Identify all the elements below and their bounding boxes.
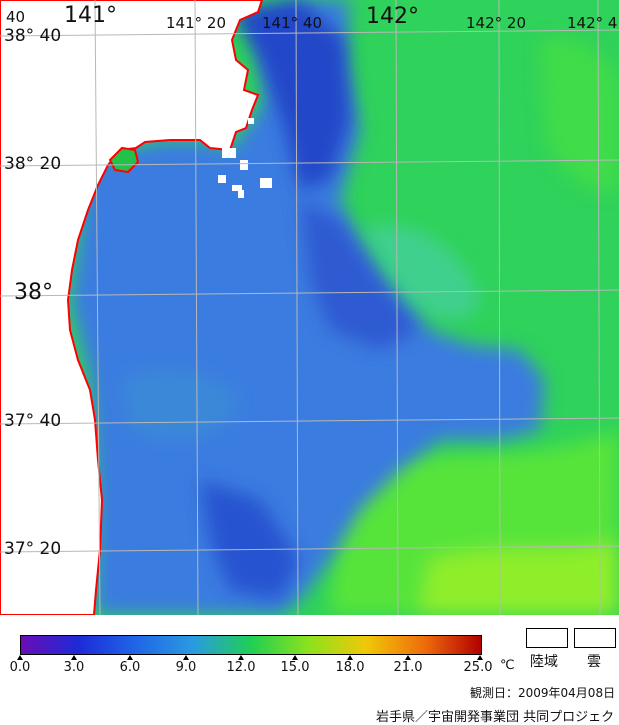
lon-label-fragment: 40 <box>6 8 26 26</box>
lon-label-141-40: 141° 40 <box>262 14 322 32</box>
green-northeast-patch <box>540 38 619 192</box>
scale-label-21: 21.0 <box>393 660 423 675</box>
lat-label-38: 38° <box>14 280 53 305</box>
lon-label-142: 142° <box>366 4 419 29</box>
cold-current-south <box>200 480 300 600</box>
scale-tick <box>477 655 483 660</box>
cloud-fragments <box>218 118 272 198</box>
graticule <box>0 0 619 615</box>
observation-date: 観測日：2009年04月08日 <box>470 686 616 700</box>
cloud-label: 雲 <box>587 654 601 670</box>
cold-current-center <box>300 200 420 350</box>
scale-label-3: 3.0 <box>63 660 85 675</box>
warmest-region <box>420 540 619 615</box>
land-swatch <box>526 628 568 648</box>
scale-label-12: 12.0 <box>226 660 256 675</box>
map-canvas <box>0 0 619 615</box>
scale-label-9: 9.0 <box>175 660 197 675</box>
scale-tick <box>17 655 23 660</box>
scale-tick <box>238 655 244 660</box>
cold-current-north <box>230 0 350 190</box>
lat-label-38-40: 38° 40 <box>4 26 62 46</box>
lon-label-141: 141° <box>64 3 117 28</box>
scale-tick <box>71 655 77 660</box>
lat-label-37-20: 37° 20 <box>4 539 62 559</box>
scale-tick <box>183 655 189 660</box>
scale-label-25: 25.0 <box>463 660 493 675</box>
lat-label-38-20: 38° 20 <box>4 154 62 174</box>
unit-label: ℃ <box>500 658 515 673</box>
credit-text: 岩手県／宇宙開発事業団 共同プロジェクト <box>376 710 615 725</box>
scale-tick <box>347 655 353 660</box>
lon-label-142-40: 142° 4 <box>567 14 618 32</box>
cloud-swatch <box>574 628 616 648</box>
scale-label-6: 6.0 <box>119 660 141 675</box>
teal-patch <box>360 225 480 319</box>
scale-label-0: 0.0 <box>9 660 31 675</box>
scale-label-18: 18.0 <box>335 660 365 675</box>
cold-water-region <box>70 0 545 615</box>
scale-tick <box>292 655 298 660</box>
scale-label-15: 15.0 <box>280 660 310 675</box>
lon-label-142-20: 142° 20 <box>466 14 526 32</box>
lon-label-141-20: 141° 20 <box>166 14 226 32</box>
temperature-color-scale <box>20 635 482 655</box>
land-label: 陸域 <box>530 654 558 670</box>
coastal-lagoon <box>108 146 140 174</box>
scale-tick <box>405 655 411 660</box>
sea-surface-temperature-map[interactable]: 40 141° 141° 20 141° 40 142° 142° 20 142… <box>0 0 619 615</box>
lat-label-37-40: 37° 40 <box>4 411 62 431</box>
scale-tick <box>127 655 133 660</box>
